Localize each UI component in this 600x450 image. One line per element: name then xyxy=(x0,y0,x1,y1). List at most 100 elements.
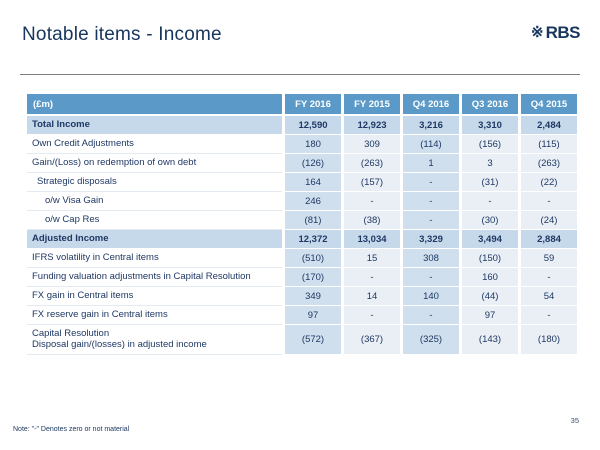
cell-value: 3,494 xyxy=(462,230,518,249)
column-header-q4-2016: Q4 2016 xyxy=(403,94,459,116)
table-row: Funding valuation adjustments in Capital… xyxy=(27,268,577,287)
row-label: o/w Visa Gain xyxy=(27,192,282,211)
cell-value: 246 xyxy=(285,192,341,211)
cell-value: - xyxy=(403,192,459,211)
cell-value: 164 xyxy=(285,173,341,192)
column-header-q4-2015: Q4 2015 xyxy=(521,94,577,116)
table-row: Strategic disposals 164 (157) - (31) (22) xyxy=(27,173,577,192)
cell-value: (510) xyxy=(285,249,341,268)
row-label: FX gain in Central items xyxy=(27,287,282,306)
cell-value: (157) xyxy=(344,173,400,192)
cell-value: - xyxy=(403,173,459,192)
cell-value: 180 xyxy=(285,135,341,154)
cell-value: - xyxy=(403,268,459,287)
cell-value: (31) xyxy=(462,173,518,192)
table-row: Own Credit Adjustments 180 309 (114) (156) (1… xyxy=(27,135,577,154)
cell-value: 13,034 xyxy=(344,230,400,249)
cell-value: (44) xyxy=(462,287,518,306)
footnote: Note: "-" Denotes zero or not material xyxy=(13,426,130,433)
cell-value: (572) xyxy=(285,325,341,355)
table-row: FX gain in Central items 349 14 140 (44) 54 xyxy=(27,287,577,306)
column-header-q3-2016: Q3 2016 xyxy=(462,94,518,116)
table-header-row: (£m) FY 2016 FY 2015 Q4 2016 Q3 2016 Q4 … xyxy=(27,94,577,116)
cell-value: - xyxy=(403,211,459,230)
row-label: Gain/(Loss) on redemption of own debt xyxy=(27,154,282,173)
cell-value: (180) xyxy=(521,325,577,355)
cell-value: (24) xyxy=(521,211,577,230)
row-label: Adjusted Income xyxy=(27,230,282,249)
rbs-logo-text: RBS xyxy=(545,23,581,42)
table-row: IFRS volatility in Central items (510) 15 3… xyxy=(27,249,577,268)
cell-value: 160 xyxy=(462,268,518,287)
column-header-fy2015: FY 2015 xyxy=(344,94,400,116)
cell-value: 140 xyxy=(403,287,459,306)
cell-value: 59 xyxy=(521,249,577,268)
rbs-logo: ※ RBS xyxy=(531,24,580,41)
cell-value: 14 xyxy=(344,287,400,306)
cell-value: 3,310 xyxy=(462,116,518,135)
cell-value: - xyxy=(521,192,577,211)
cell-value: 97 xyxy=(462,306,518,325)
cell-value: (325) xyxy=(403,325,459,355)
cell-value: 15 xyxy=(344,249,400,268)
page-number: 35 xyxy=(570,416,579,425)
cell-value: 54 xyxy=(521,287,577,306)
table-row: Capital Resolution Disposal gain/(losses… xyxy=(27,325,577,355)
table-body: Total Income 12,590 12,923 3,216 3,310 2,484 O… xyxy=(27,116,577,355)
cell-value: 1 xyxy=(403,154,459,173)
cell-value: 2,884 xyxy=(521,230,577,249)
cell-value: (150) xyxy=(462,249,518,268)
cell-value: 12,590 xyxy=(285,116,341,135)
cell-value: (263) xyxy=(521,154,577,173)
table-row: Adjusted Income 12,372 13,034 3,329 3,494 2,8… xyxy=(27,230,577,249)
cell-value: - xyxy=(462,192,518,211)
cell-value: - xyxy=(403,306,459,325)
row-label: FX reserve gain in Central items xyxy=(27,306,282,325)
cell-value: (22) xyxy=(521,173,577,192)
cell-value: 12,923 xyxy=(344,116,400,135)
cell-value: 12,372 xyxy=(285,230,341,249)
row-label: Own Credit Adjustments xyxy=(27,135,282,154)
cell-value: (38) xyxy=(344,211,400,230)
rbs-daisy-icon: ※ xyxy=(531,24,544,41)
cell-value: (115) xyxy=(521,135,577,154)
page-title: Notable items - Income xyxy=(22,24,222,45)
cell-value: 308 xyxy=(403,249,459,268)
cell-value: - xyxy=(344,192,400,211)
cell-value: 349 xyxy=(285,287,341,306)
table-row: FX reserve gain in Central items 97- -97- xyxy=(27,306,577,325)
column-header-fy2016: FY 2016 xyxy=(285,94,341,116)
table-row: Total Income 12,590 12,923 3,216 3,310 2,484 xyxy=(27,116,577,135)
cell-value: (126) xyxy=(285,154,341,173)
cell-value: (156) xyxy=(462,135,518,154)
cell-value: - xyxy=(521,268,577,287)
notable-items-table: (£m) FY 2016 FY 2015 Q4 2016 Q3 2016 Q4 … xyxy=(24,94,580,355)
table-row: o/w Visa Gain 246- - - - xyxy=(27,192,577,211)
row-label: o/w Cap Res xyxy=(27,211,282,230)
cell-value: (263) xyxy=(344,154,400,173)
row-label: Capital Resolution Disposal gain/(losses… xyxy=(27,325,282,355)
cell-value: - xyxy=(521,306,577,325)
row-label: Strategic disposals xyxy=(27,173,282,192)
cell-value: 309 xyxy=(344,135,400,154)
title-divider xyxy=(20,74,580,75)
cell-value: 3,216 xyxy=(403,116,459,135)
row-label: Funding valuation adjustments in Capital… xyxy=(27,268,282,287)
cell-value: 3,329 xyxy=(403,230,459,249)
table-row: Gain/(Loss) on redemption of own debt (12… xyxy=(27,154,577,173)
cell-value: 3 xyxy=(462,154,518,173)
unit-header-cell: (£m) xyxy=(27,94,282,116)
row-label: IFRS volatility in Central items xyxy=(27,249,282,268)
cell-value: (81) xyxy=(285,211,341,230)
cell-value: (114) xyxy=(403,135,459,154)
cell-value: (170) xyxy=(285,268,341,287)
table-row: o/w Cap Res (81) (38) - (30) (24) xyxy=(27,211,577,230)
row-label: Total Income xyxy=(27,116,282,135)
cell-value: (30) xyxy=(462,211,518,230)
cell-value: 2,484 xyxy=(521,116,577,135)
cell-value: (367) xyxy=(344,325,400,355)
cell-value: - xyxy=(344,306,400,325)
cell-value: (143) xyxy=(462,325,518,355)
cell-value: 97 xyxy=(285,306,341,325)
